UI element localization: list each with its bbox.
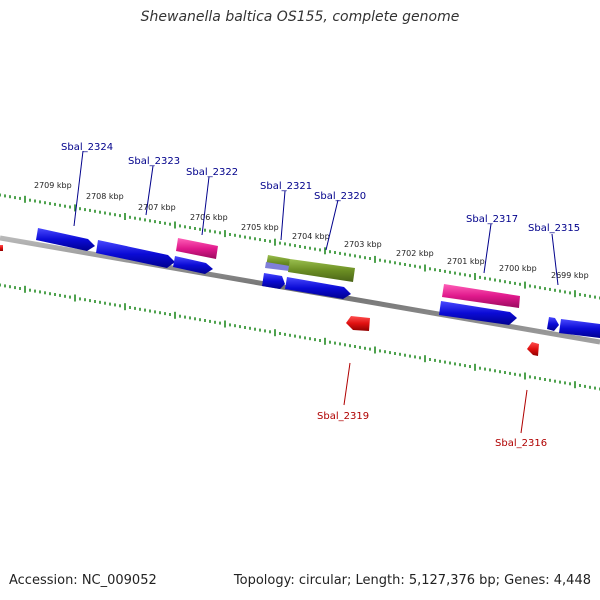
gene-label[interactable]: Sbal_2317 — [466, 214, 518, 225]
gene-arrow[interactable] — [262, 273, 285, 289]
kbp-label: 2709 kbp — [34, 181, 72, 190]
gene-arrow[interactable] — [346, 316, 370, 331]
gene-arrow[interactable] — [36, 228, 95, 251]
gene-arrow[interactable] — [265, 262, 290, 271]
kbp-label: 2708 kbp — [86, 192, 124, 201]
gene-arrow[interactable] — [527, 342, 539, 356]
gene-arrow[interactable] — [442, 284, 520, 308]
gene-label[interactable]: Sbal_2319 — [317, 411, 369, 422]
kbp-label: 2700 kbp — [499, 264, 537, 273]
gene-label[interactable]: Sbal_2322 — [186, 167, 238, 178]
map-title: Shewanella baltica OS155, complete genom… — [140, 9, 460, 25]
ruler-upper — [0, 193, 600, 300]
kbp-label: 2702 kbp — [396, 249, 434, 258]
accession-text: Accession: NC_009052 — [9, 573, 157, 588]
gene-arrow[interactable] — [173, 256, 213, 274]
kbp-labels: 2709 kbp 2708 kbp 2707 kbp 2706 kbp 2705… — [34, 181, 589, 280]
gene-arrow[interactable] — [176, 238, 218, 259]
genes-forward — [36, 228, 600, 338]
genes-reverse — [0, 245, 539, 356]
kbp-label: 2701 kbp — [447, 257, 485, 266]
gene-arrow[interactable] — [285, 277, 351, 299]
kbp-label: 2704 kbp — [292, 232, 330, 241]
gene-arrow[interactable] — [439, 301, 517, 325]
genome-summary: Topology: circular; Length: 5,127,376 bp… — [233, 573, 591, 588]
gene-label[interactable]: Sbal_2323 — [128, 156, 180, 167]
gene-label[interactable]: Sbal_2320 — [314, 191, 366, 202]
kbp-label: 2707 kbp — [138, 203, 176, 212]
kbp-label: 2699 kbp — [551, 271, 589, 280]
kbp-label: 2706 kbp — [190, 213, 228, 222]
gene-arrow[interactable] — [559, 319, 600, 338]
gene-arrow[interactable] — [0, 245, 3, 251]
gene-label[interactable]: Sbal_2315 — [528, 223, 580, 234]
gene-labels: Sbal_2324 Sbal_2323 Sbal_2322 Sbal_2321 … — [61, 142, 580, 449]
gene-label[interactable]: Sbal_2321 — [260, 181, 312, 192]
kbp-label: 2703 kbp — [344, 240, 382, 249]
leader-lines — [73, 150, 559, 434]
gene-arrow[interactable] — [547, 317, 559, 331]
gene-arrow[interactable] — [288, 259, 355, 282]
gene-label[interactable]: Sbal_2324 — [61, 142, 113, 153]
gene-label[interactable]: Sbal_2316 — [495, 438, 547, 449]
gene-arrow[interactable] — [96, 240, 175, 268]
ruler-lower — [0, 283, 600, 391]
kbp-label: 2705 kbp — [241, 223, 279, 232]
